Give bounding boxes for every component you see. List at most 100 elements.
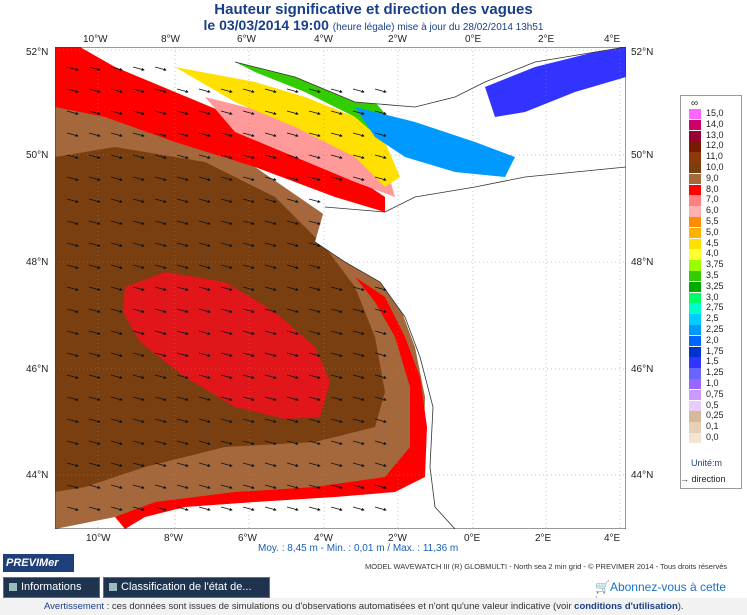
direction-arrow xyxy=(352,484,365,489)
direction-arrow xyxy=(154,484,167,489)
legend-value: 0,1 xyxy=(706,421,719,432)
direction-arrow xyxy=(88,308,101,313)
direction-arrow xyxy=(330,396,343,401)
direction-arrow xyxy=(198,396,211,401)
legend-value: 3,75 xyxy=(706,259,724,270)
direction-arrow xyxy=(242,176,255,181)
direction-arrow xyxy=(110,154,123,159)
tab-informations[interactable]: Informations xyxy=(3,577,100,598)
direction-arrow xyxy=(308,154,321,159)
map-title: Hauteur significative et direction des v… xyxy=(214,1,533,18)
direction-arrow xyxy=(286,418,299,423)
direction-arrow xyxy=(286,198,299,203)
direction-arrow xyxy=(308,264,321,269)
direction-arrow xyxy=(110,484,123,489)
direction-arrow xyxy=(220,154,233,159)
legend-swatch xyxy=(689,271,701,282)
previmer-logo[interactable]: PREVIMer xyxy=(3,554,74,572)
direction-arrow xyxy=(330,88,343,93)
direction-arrow xyxy=(110,176,123,181)
direction-arrow xyxy=(330,506,343,511)
direction-arrow xyxy=(308,286,321,291)
direction-arrow xyxy=(330,440,343,445)
sea-zone-channel-pink xyxy=(205,97,395,197)
tab-classification[interactable]: Classification de l'état de... xyxy=(103,577,270,598)
direction-arrow xyxy=(154,308,167,313)
subtitle-note: (heure légale) mise à jour du 28/02/2014… xyxy=(332,22,544,33)
direction-arrow xyxy=(132,176,145,181)
legend-swatch xyxy=(689,346,701,357)
direction-arrow xyxy=(110,88,123,93)
direction-arrow xyxy=(352,308,365,313)
direction-arrow xyxy=(88,506,101,511)
direction-arrow xyxy=(132,88,145,93)
direction-arrow xyxy=(330,176,343,181)
direction-arrow xyxy=(66,352,79,357)
direction-arrow xyxy=(198,352,211,357)
legend-value: 4,0 xyxy=(706,248,719,259)
legend-swatch xyxy=(689,217,701,228)
direction-arrow xyxy=(242,198,255,203)
direction-arrow xyxy=(352,352,365,357)
direction-arrow xyxy=(176,198,189,203)
direction-arrow xyxy=(132,506,145,511)
direction-arrow xyxy=(154,88,167,93)
direction-arrow xyxy=(154,506,167,511)
legend-value: 0,75 xyxy=(706,388,724,399)
conditions-link[interactable]: conditions d'utilisation xyxy=(574,601,678,612)
direction-arrow xyxy=(220,374,233,379)
lat-tick: 52°N xyxy=(26,47,49,58)
direction-arrow xyxy=(154,132,167,137)
direction-arrow xyxy=(352,418,365,423)
legend-value: 9,0 xyxy=(706,172,719,183)
direction-arrow xyxy=(374,286,387,291)
direction-arrow xyxy=(88,132,101,137)
direction-arrow xyxy=(264,506,277,511)
direction-arrow xyxy=(220,418,233,423)
direction-arrow xyxy=(242,330,255,335)
direction-arrow xyxy=(264,308,277,313)
direction-arrow xyxy=(352,132,365,137)
stats-line: Moy. : 8,45 m - Min. : 0,01 m / Max. : 1… xyxy=(258,543,459,554)
sea-zone-8m-core xyxy=(123,272,330,419)
direction-arrow xyxy=(374,352,387,357)
direction-arrow xyxy=(242,242,255,247)
lon-tick: 6°W xyxy=(237,34,256,45)
legend-value: 13,0 xyxy=(706,129,724,140)
legend-swatch xyxy=(689,400,701,411)
direction-arrow xyxy=(374,88,387,93)
direction-arrow xyxy=(352,330,365,335)
direction-arrow xyxy=(264,198,277,203)
direction-arrow xyxy=(286,484,299,489)
lon-tick: 4°W xyxy=(314,34,333,45)
direction-arrow xyxy=(132,286,145,291)
legend-swatch xyxy=(689,411,701,422)
direction-arrow xyxy=(308,506,321,511)
direction-arrow xyxy=(220,110,233,115)
legend-swatch xyxy=(689,227,701,239)
direction-arrow xyxy=(132,264,145,269)
sea-zone-channel-yellow xyxy=(175,67,400,187)
direction-arrow xyxy=(88,462,101,467)
direction-arrow xyxy=(286,286,299,291)
direction-arrow xyxy=(110,462,123,467)
direction-arrow xyxy=(176,154,189,159)
direction-arrow xyxy=(154,66,167,71)
direction-arrow xyxy=(286,440,299,445)
legend-value: 3,25 xyxy=(706,280,724,291)
legend-value: 12,0 xyxy=(706,140,724,151)
direction-arrow xyxy=(220,396,233,401)
direction-arrow xyxy=(66,88,79,93)
direction-arrow xyxy=(242,396,255,401)
wave-height-map[interactable] xyxy=(55,47,626,529)
lon-tick: 2°E xyxy=(538,34,555,45)
direction-arrow xyxy=(352,396,365,401)
direction-arrow xyxy=(352,506,365,511)
direction-arrow xyxy=(110,286,123,291)
direction-arrow xyxy=(374,374,387,379)
direction-arrow xyxy=(286,506,299,511)
lon-tick: 4°W xyxy=(314,533,333,544)
coastline-uk xyxy=(234,47,626,108)
legend-value: 0,25 xyxy=(706,410,724,421)
legend-value: 7,0 xyxy=(706,194,719,205)
